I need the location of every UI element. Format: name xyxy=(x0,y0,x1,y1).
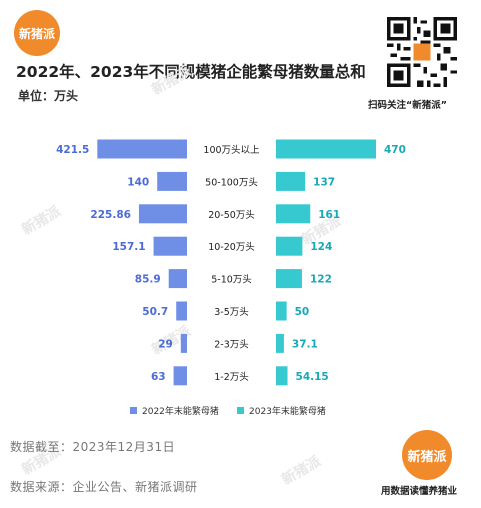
bar-2023-1 xyxy=(276,171,306,191)
bar-2022-4 xyxy=(168,269,187,289)
bar-2022-6 xyxy=(180,333,187,353)
value-label-2023-5: 50 xyxy=(295,306,310,318)
bar-2023-2 xyxy=(276,204,311,224)
value-label-2022-1: 140 xyxy=(127,176,149,188)
bar-2022-5 xyxy=(176,301,187,321)
value-label-2022-5: 50.7 xyxy=(142,306,168,318)
value-label-2023-1: 137 xyxy=(313,176,335,188)
bar-2022-7 xyxy=(173,366,187,386)
value-label-2022-3: 157.1 xyxy=(112,241,145,253)
category-label-6: 2-3万头 xyxy=(214,338,249,350)
slogan: 用数据读懂养猪业 xyxy=(381,486,458,497)
qr-caption: 扫码关注“新猪派” xyxy=(368,100,447,111)
chart-title: 2022年、2023年不同规模猪企能繁母猪数量总和 xyxy=(16,63,366,81)
watermark: 新猪派 xyxy=(279,453,324,489)
value-label-2022-6: 29 xyxy=(158,338,173,350)
data-date: 数据截至：2023年12月31日 xyxy=(10,440,176,454)
bar-2023-7 xyxy=(276,366,288,386)
category-label-7: 1-2万头 xyxy=(214,371,249,383)
value-label-2023-6: 37.1 xyxy=(292,338,318,350)
category-label-4: 5-10万头 xyxy=(211,274,252,286)
bar-2022-0 xyxy=(97,139,187,159)
bar-2022-3 xyxy=(153,236,187,256)
bar-2023-4 xyxy=(276,269,302,289)
brand-logo-bottom: 新猪派 xyxy=(402,430,452,480)
legend-swatch-2023 xyxy=(237,407,244,414)
value-label-2022-4: 85.9 xyxy=(135,274,161,286)
value-label-2023-2: 161 xyxy=(318,209,340,221)
legend-label-2022: 2022年末能繁母猪 xyxy=(142,407,219,417)
value-label-2023-3: 124 xyxy=(310,241,332,253)
legend-swatch-2022 xyxy=(130,407,137,414)
legend-item-2023: 2023年末能繁母猪 xyxy=(237,404,326,417)
unit-label: 单位：万头 xyxy=(18,89,79,103)
value-label-2023-4: 122 xyxy=(310,274,332,286)
butterfly-bar-chart: 421.5 470 100万头以上 140 137 50-100万头 225.86 161 20… xyxy=(56,139,406,386)
value-label-2022-0: 421.5 xyxy=(56,144,89,156)
brand-logo: 新猪派 xyxy=(14,10,60,56)
category-label-3: 10-20万头 xyxy=(208,241,255,253)
data-source: 数据来源：企业公告、新猪派调研 xyxy=(10,480,198,494)
bar-2022-2 xyxy=(138,204,187,224)
bar-2023-0 xyxy=(276,139,376,159)
value-label-2022-7: 63 xyxy=(151,371,166,383)
bar-2023-3 xyxy=(276,236,303,256)
qr-code[interactable] xyxy=(387,17,457,87)
legend-label-2023: 2023年末能繁母猪 xyxy=(249,407,326,417)
category-label-1: 50-100万头 xyxy=(205,176,258,188)
value-label-2023-7: 54.15 xyxy=(296,371,329,383)
bar-2023-5 xyxy=(276,301,287,321)
category-label-0: 100万头以上 xyxy=(203,144,260,156)
category-label-5: 3-5万头 xyxy=(214,306,249,318)
category-label-2: 20-50万头 xyxy=(208,209,255,221)
bar-2022-1 xyxy=(157,171,187,191)
bar-2023-6 xyxy=(276,333,284,353)
legend-item-2022: 2022年末能繁母猪 xyxy=(130,404,219,417)
value-label-2023-0: 470 xyxy=(384,144,406,156)
value-label-2022-2: 225.86 xyxy=(90,209,131,221)
